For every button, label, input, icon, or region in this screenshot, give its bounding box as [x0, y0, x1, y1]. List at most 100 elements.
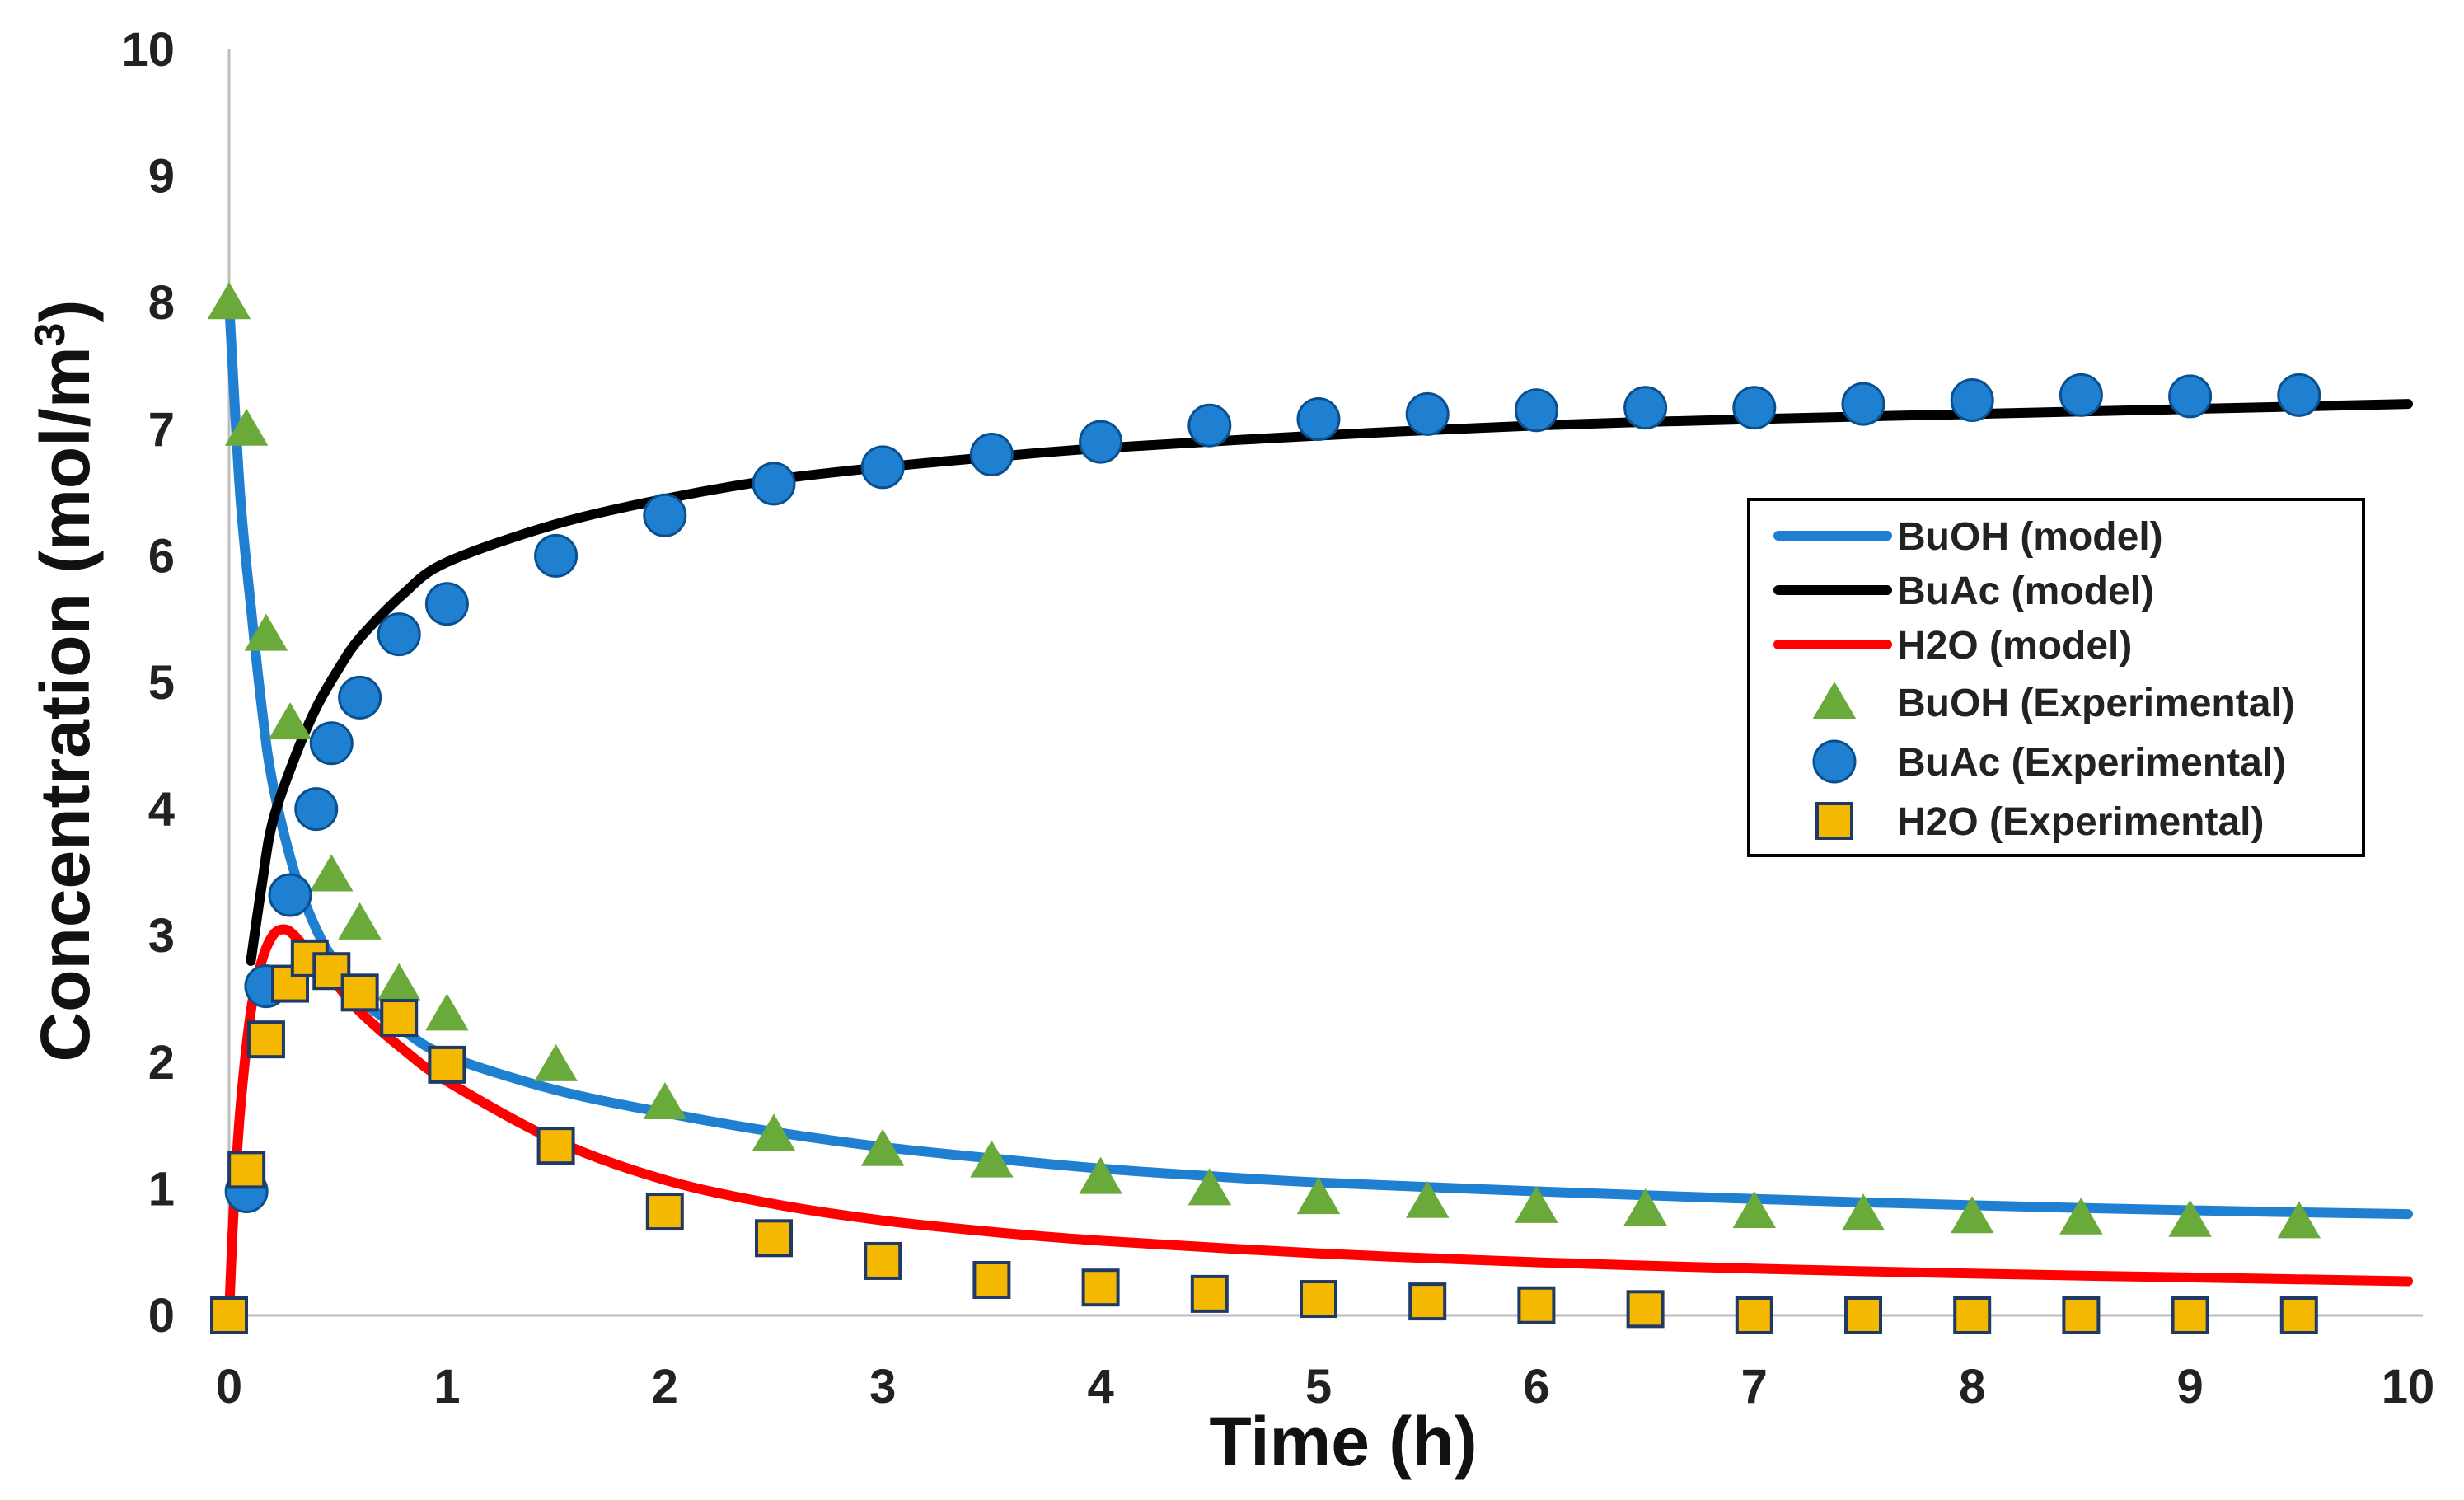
x-tick-label: 2 [652, 1360, 678, 1413]
legend-label: BuAc (model) [1897, 570, 2154, 613]
legend-swatch [1812, 682, 1857, 719]
h2o-experimental-point [1517, 1286, 1556, 1324]
buoh-experimental-point [244, 613, 288, 651]
legend-label: BuOH (Experimental) [1897, 682, 2295, 725]
x-tick-labels: 0 1 2 3 4 5 6 7 8 9 10 [216, 1360, 2434, 1413]
buoh-experimental-point [1515, 1185, 1558, 1223]
legend-label: H2O (model) [1897, 624, 2132, 668]
h2o-experimental-point [645, 1193, 684, 1231]
buac-experimental-point [1514, 388, 1558, 433]
y-tick-label: 9 [148, 150, 175, 204]
buoh-experimental-point [1732, 1191, 1777, 1229]
buac-experimental-point [1950, 377, 1994, 422]
y-tick-label: 2 [148, 1036, 175, 1090]
h2o-experimental-point [1844, 1296, 1882, 1334]
buoh-experimental-point [268, 702, 312, 740]
x-tick-label: 9 [2176, 1360, 2203, 1413]
plot-markers [207, 282, 2321, 1334]
y-tick-label: 7 [148, 403, 175, 457]
buac-experimental-point [2059, 373, 2103, 417]
buoh-experimental-point [1079, 1156, 1122, 1194]
buac-experimental-point [1732, 386, 1777, 430]
h2o-experimental-markers [210, 939, 2318, 1334]
h2o-experimental-point [1735, 1296, 1773, 1334]
h2o-experimental-point [380, 999, 419, 1038]
h2o-experimental-point [972, 1260, 1011, 1299]
x-tick-label: 1 [433, 1360, 460, 1413]
buoh-experimental-point [2168, 1199, 2212, 1237]
buac-experimental-point [643, 493, 687, 537]
buoh-experimental-point [425, 993, 469, 1031]
h2o-experimental-point [246, 1020, 285, 1059]
h2o-experimental-point [755, 1219, 793, 1258]
buoh-experimental-point [207, 282, 251, 320]
x-tick-label: 5 [1305, 1360, 1332, 1413]
h2o-experimental-point [2171, 1296, 2209, 1334]
x-tick-label: 7 [1741, 1360, 1768, 1413]
buoh-experimental-point [1187, 1168, 1232, 1206]
h2o-experimental-point [1626, 1290, 1665, 1329]
buoh-experimental-point [643, 1081, 687, 1119]
buoh-experimental-point [534, 1043, 578, 1081]
y-axis-title: Concentration (mol/m3) [26, 300, 104, 1062]
buoh-experimental-point [1623, 1188, 1667, 1226]
buac-experimental-point [294, 787, 339, 832]
h2o-experimental-point [536, 1127, 575, 1165]
h2o-experimental-point [2062, 1296, 2101, 1334]
buoh-experimental-point [377, 963, 421, 1001]
buac-experimental-point [752, 462, 796, 506]
buac-experimental-point [860, 445, 905, 490]
legend-label: H2O (Experimental) [1897, 800, 2264, 844]
legend-item-buac-experimental: BuAc (Experimental) [1812, 739, 2286, 785]
buoh-experimental-point [224, 408, 269, 446]
buac-experimental-point [268, 873, 312, 917]
legend-swatch [1812, 739, 1857, 784]
legend-box [1747, 498, 2365, 857]
x-tick-label: 10 [2382, 1360, 2435, 1413]
h2o-experimental-point [1190, 1274, 1229, 1313]
legend-label: BuOH (model) [1897, 515, 2163, 559]
legend-item-h2o-model: H2O (model) [1773, 624, 2132, 668]
buac-experimental-point [1623, 386, 1668, 430]
h2o-experimental-point [227, 1151, 266, 1189]
h2o-experimental-point [210, 1296, 248, 1334]
buoh-experimental-markers [207, 282, 2321, 1239]
y-axis-title-superscript: 3 [26, 323, 74, 347]
legend-item-buac-model: BuAc (model) [1773, 570, 2154, 613]
legend: BuOH (model) BuAc (model) H2O (model) BuOH … [1747, 498, 2365, 857]
y-tick-label: 3 [148, 909, 175, 963]
buoh-experimental-point [310, 854, 354, 892]
buac-experimental-point [969, 433, 1014, 477]
x-tick-label: 4 [1087, 1360, 1113, 1413]
y-tick-label: 10 [121, 23, 175, 77]
buac-experimental-point [309, 721, 354, 766]
buoh-experimental-point [860, 1128, 905, 1166]
buoh-experimental-point [2059, 1197, 2103, 1235]
buac-experimental-point [424, 582, 469, 626]
buac-experimental-point [1841, 382, 1885, 426]
h2o-experimental-point [340, 973, 379, 1012]
y-tick-label: 6 [148, 529, 175, 583]
buac-experimental-point [2168, 374, 2213, 419]
h2o-model-line [224, 924, 2413, 1320]
buoh-experimental-point [338, 902, 382, 940]
buac-experimental-point [1405, 391, 1450, 436]
h2o-experimental-point [1081, 1268, 1120, 1307]
buoh-experimental-point [1841, 1193, 1885, 1231]
y-tick-label: 0 [148, 1289, 175, 1343]
legend-swatch [1815, 802, 1853, 840]
legend-label: BuAc (Experimental) [1897, 741, 2286, 785]
y-tick-label: 5 [148, 656, 175, 710]
y-tick-label: 4 [148, 783, 175, 837]
x-axis-title: Time (h) [1209, 1403, 1477, 1480]
x-tick-label: 8 [1959, 1360, 1985, 1413]
buac-experimental-point [1187, 403, 1232, 448]
buoh-experimental-point [1405, 1180, 1450, 1218]
buoh-experimental-point [752, 1113, 796, 1151]
x-tick-label: 0 [216, 1360, 242, 1413]
buoh-experimental-point [1950, 1196, 1994, 1234]
buac-experimental-point [377, 612, 421, 657]
buoh-experimental-point [970, 1140, 1014, 1178]
h2o-experimental-point [1953, 1296, 1992, 1334]
